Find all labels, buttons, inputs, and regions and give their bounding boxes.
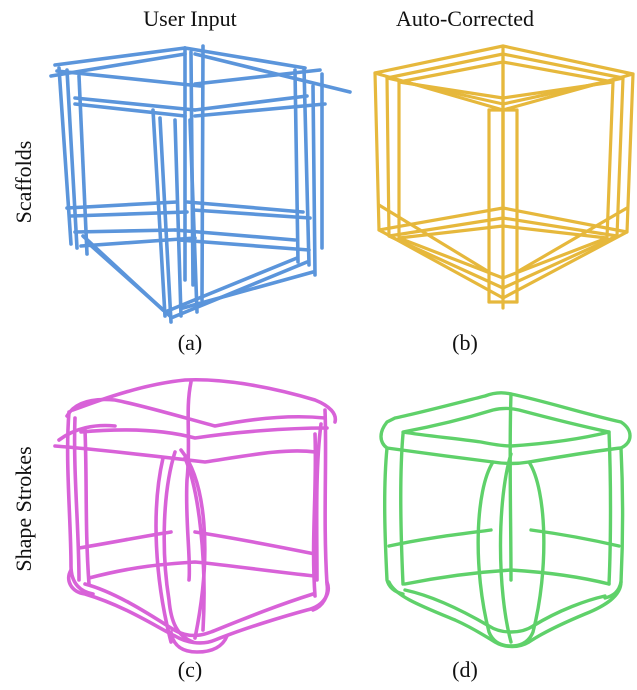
shape-stroke bbox=[403, 588, 607, 634]
scaffold-line bbox=[85, 240, 172, 318]
scaffold-line bbox=[173, 228, 297, 242]
scaffold-line bbox=[515, 206, 629, 274]
shape-stroke bbox=[65, 397, 327, 428]
shape-stroke bbox=[154, 456, 173, 644]
scaffold-corrected-gold bbox=[373, 44, 635, 310]
scaffold-line bbox=[163, 256, 299, 314]
panel-d-shape-strokes-auto-corrected bbox=[365, 370, 637, 655]
shape-stroke bbox=[53, 444, 317, 464]
shape-stroke bbox=[183, 456, 206, 632]
scaffold-line bbox=[79, 236, 197, 248]
scaffold-line bbox=[55, 69, 202, 88]
caption-d: (d) bbox=[452, 657, 478, 682]
shape-stroke bbox=[72, 416, 81, 582]
scaffold-line bbox=[183, 46, 307, 70]
scaffold-line bbox=[69, 210, 189, 218]
shape-stroke bbox=[607, 430, 613, 586]
scaffold-line bbox=[311, 84, 317, 277]
scaffold-line bbox=[200, 44, 205, 302]
shape-stroke bbox=[87, 560, 317, 580]
shape-strokes-sketch-magenta bbox=[53, 377, 338, 654]
scaffold-line bbox=[73, 228, 177, 234]
column-title-auto-corrected: Auto-Corrected bbox=[395, 6, 535, 31]
shape-stroke bbox=[71, 377, 338, 424]
shape-stroke bbox=[193, 530, 317, 556]
scaffold-sketch-blue bbox=[49, 44, 352, 324]
scaffold-line bbox=[73, 102, 187, 118]
shape-stroke bbox=[508, 392, 513, 582]
scaffold-line bbox=[173, 118, 183, 318]
shape-stroke bbox=[509, 460, 546, 648]
scaffold-line bbox=[188, 118, 199, 314]
scaffold-line bbox=[181, 270, 315, 310]
shape-stroke bbox=[603, 446, 625, 600]
shape-stroke bbox=[83, 428, 91, 586]
scaffold-line bbox=[193, 68, 322, 86]
scaffold-line bbox=[65, 200, 179, 210]
caption-c: (c) bbox=[177, 657, 203, 682]
scaffold-line bbox=[605, 80, 615, 240]
shape-strokes-corrected-green bbox=[379, 390, 632, 649]
shape-stroke bbox=[65, 410, 95, 596]
shape-stroke bbox=[399, 432, 405, 586]
shape-stroke bbox=[314, 422, 323, 582]
scaffold-line bbox=[65, 68, 79, 250]
shape-stroke bbox=[387, 580, 623, 649]
panel-a-scaffolds-user-input bbox=[45, 40, 365, 325]
scaffold-line bbox=[615, 76, 625, 238]
shape-stroke bbox=[83, 582, 315, 638]
scaffold-line bbox=[185, 200, 305, 214]
scaffold-line bbox=[293, 68, 300, 264]
scaffold-line bbox=[193, 52, 352, 94]
panel-b-scaffolds-auto-corrected bbox=[365, 40, 637, 325]
scaffold-line bbox=[625, 72, 635, 234]
caption-a: (a) bbox=[177, 330, 203, 355]
shape-stroke bbox=[529, 528, 621, 548]
shape-stroke bbox=[179, 448, 207, 640]
shape-stroke bbox=[57, 423, 117, 442]
scaffold-line bbox=[177, 238, 311, 252]
shape-stroke bbox=[498, 452, 513, 644]
row-label-shape-strokes: Shape Strokes bbox=[11, 446, 36, 572]
scaffold-line bbox=[57, 66, 73, 246]
caption-b: (b) bbox=[452, 330, 478, 355]
scaffold-line bbox=[377, 203, 491, 274]
scaffold-line bbox=[53, 46, 187, 67]
scaffold-line bbox=[158, 116, 173, 324]
shape-stroke bbox=[401, 406, 611, 448]
shape-stroke bbox=[79, 426, 329, 440]
scaffold-line bbox=[73, 96, 197, 112]
scaffold-line bbox=[193, 94, 309, 112]
row-label-scaffolds: Scaffolds bbox=[11, 140, 36, 224]
scaffold-line bbox=[169, 260, 309, 320]
scaffold-line bbox=[302, 66, 311, 267]
shape-stroke bbox=[311, 432, 318, 598]
shape-stroke bbox=[184, 380, 193, 582]
shape-stroke bbox=[169, 630, 229, 654]
shape-stroke bbox=[403, 568, 611, 586]
shape-stroke bbox=[387, 528, 493, 548]
scaffold-line bbox=[77, 74, 89, 256]
shape-stroke bbox=[66, 568, 330, 645]
shape-stroke bbox=[77, 530, 173, 550]
column-title-user-input: User Input bbox=[143, 6, 237, 31]
panel-c-shape-strokes-user-input bbox=[45, 370, 365, 655]
scaffold-line bbox=[191, 208, 312, 220]
